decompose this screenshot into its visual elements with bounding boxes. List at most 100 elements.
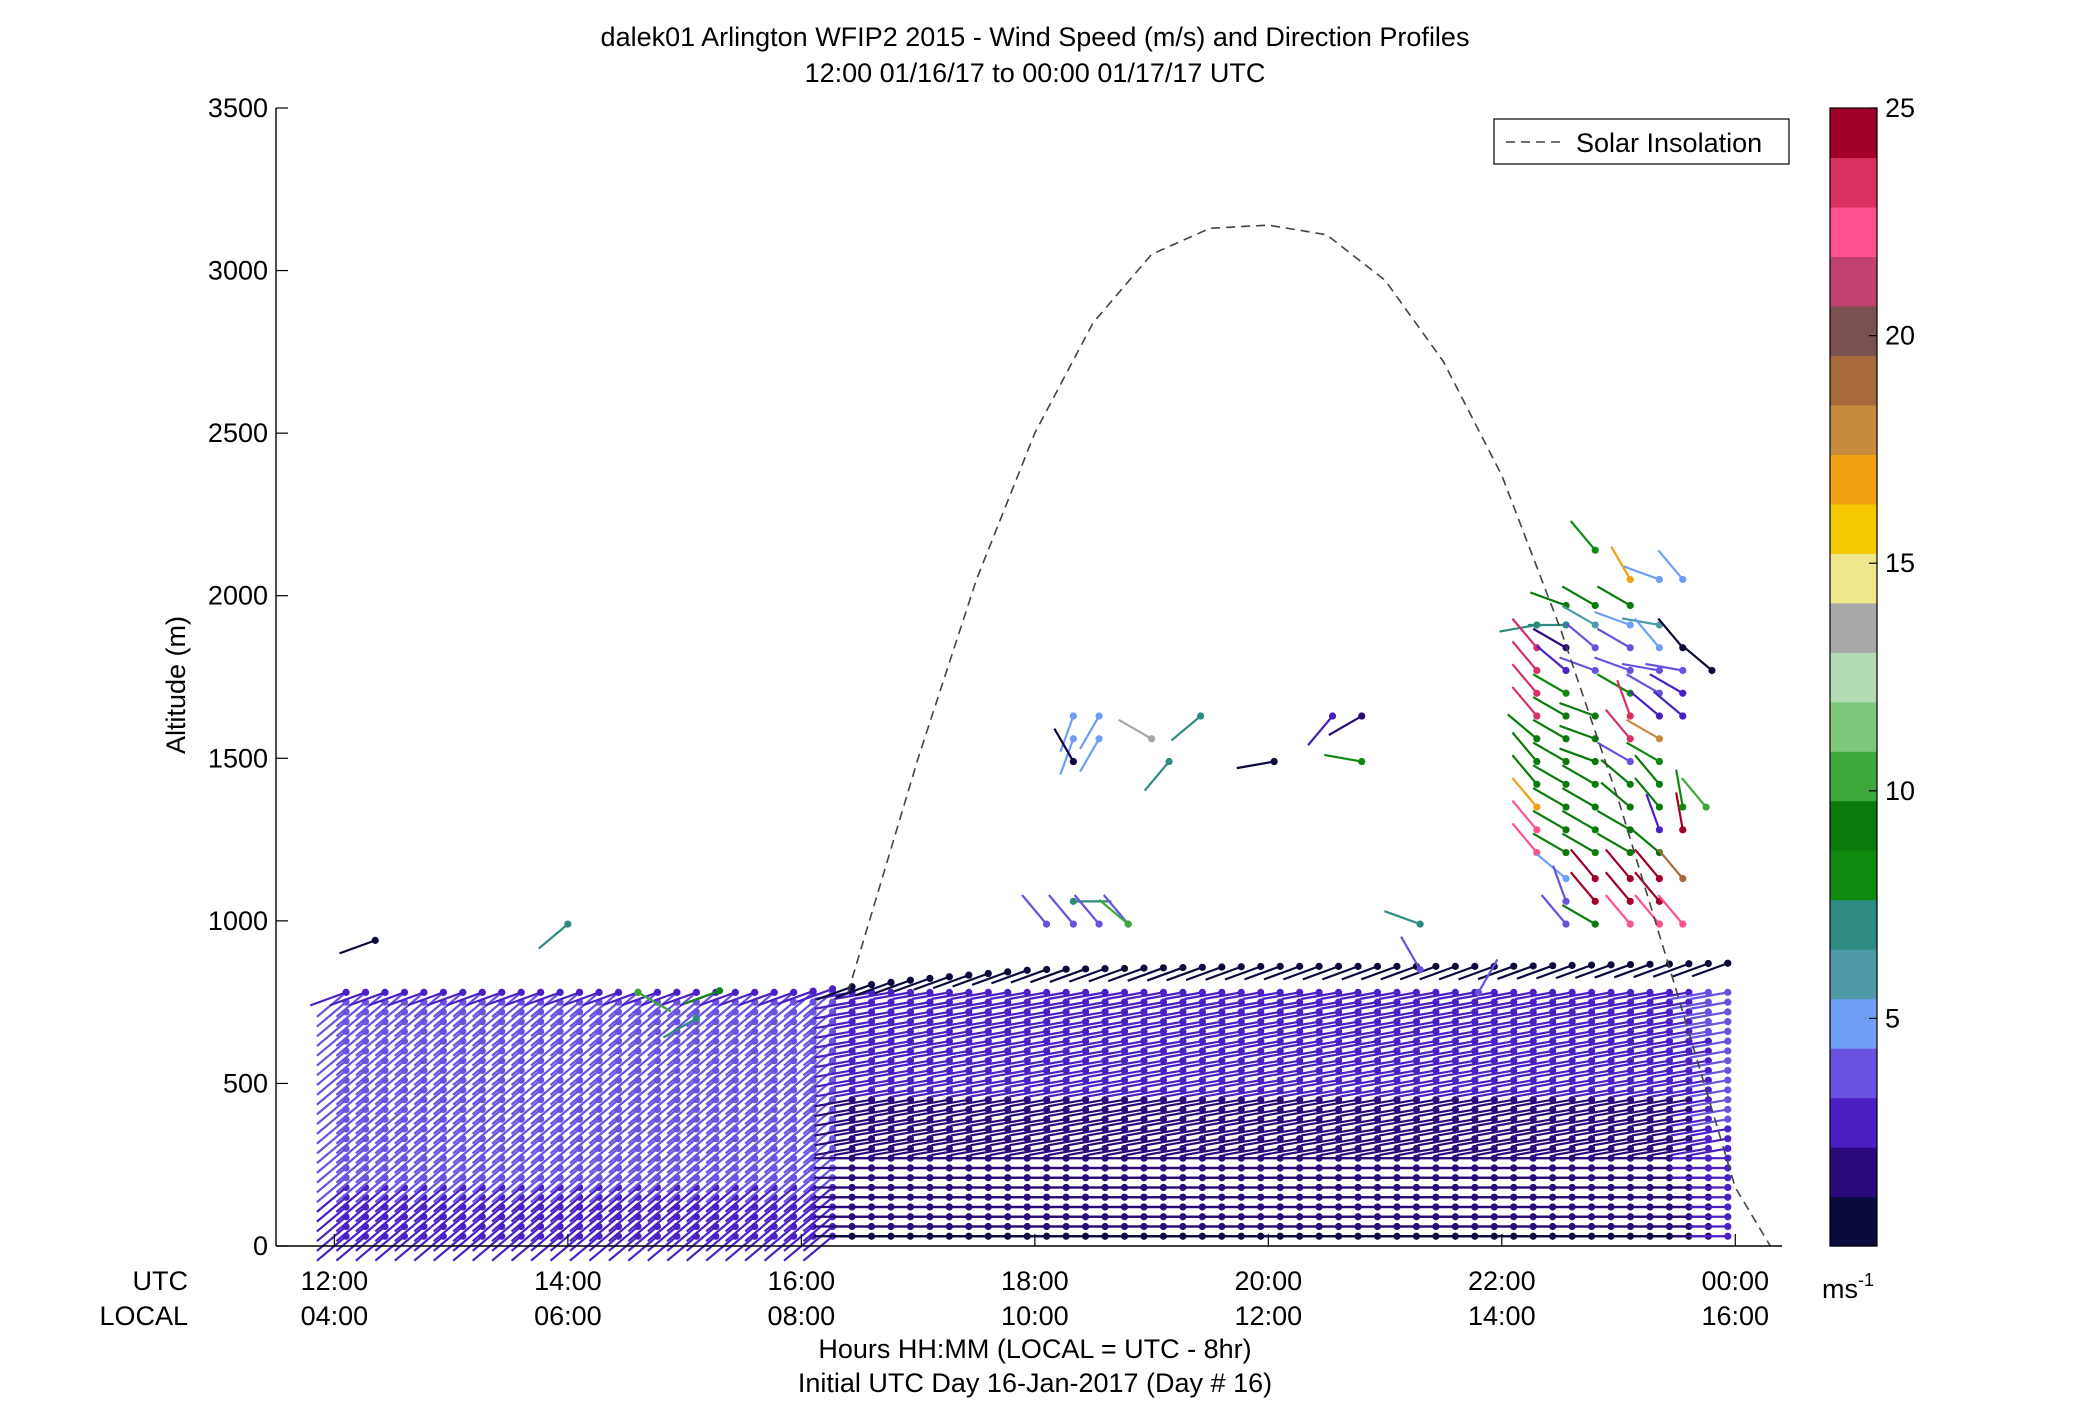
barb-shaft	[471, 1157, 503, 1184]
barb-shaft	[413, 1098, 445, 1125]
barb-shaft	[491, 1040, 522, 1067]
barb-shaft	[335, 1050, 367, 1077]
barb-shaft	[335, 1167, 367, 1194]
barb-shaft	[394, 1176, 425, 1203]
barb-dot	[517, 988, 525, 996]
barb-shaft	[491, 1108, 522, 1135]
barb-shaft	[569, 1040, 600, 1067]
barb-shaft	[452, 1128, 483, 1155]
barb-shaft	[413, 1108, 445, 1135]
barb-shaft	[394, 1059, 425, 1086]
barb-shaft	[627, 1011, 659, 1038]
barb-shaft	[588, 1059, 620, 1086]
barb-shaft	[374, 1059, 406, 1086]
barb-shaft	[530, 1098, 561, 1125]
barb-shaft	[407, 991, 444, 1007]
barb-shaft	[524, 991, 561, 1007]
barb-shaft	[530, 1079, 561, 1106]
band-top-barb	[368, 988, 409, 1007]
barb-shaft	[394, 1050, 425, 1077]
barb-shaft	[608, 1186, 639, 1213]
barb-shaft	[413, 1157, 445, 1184]
barb-shaft	[491, 1089, 522, 1116]
barb-shaft	[413, 1167, 445, 1194]
barb-dot	[342, 988, 350, 996]
barb-shaft	[588, 1167, 620, 1194]
barb-shaft	[647, 1176, 678, 1203]
barb-shaft	[452, 1040, 483, 1067]
barb-shaft	[394, 1011, 425, 1038]
barb-shaft	[413, 1215, 445, 1243]
barb-shaft	[588, 1050, 620, 1077]
barb-shaft	[355, 1108, 386, 1135]
barb-shaft	[374, 1176, 406, 1203]
barb-dot	[575, 988, 584, 996]
barb-shaft	[491, 1030, 522, 1057]
barb-shaft	[627, 1040, 659, 1067]
barb-shaft	[530, 1186, 561, 1213]
barb-shaft	[413, 1176, 445, 1203]
barb-shaft	[530, 1196, 561, 1223]
barb-shaft	[530, 1001, 561, 1028]
barb-shaft	[510, 1040, 542, 1067]
barb-shaft	[510, 1196, 542, 1223]
barb-shaft	[355, 1011, 386, 1038]
barb-shaft	[471, 1098, 503, 1125]
barb-shaft	[588, 1128, 620, 1155]
barb-shaft	[549, 1128, 581, 1155]
barb-shaft	[413, 1089, 445, 1116]
barb-shaft	[335, 1147, 367, 1174]
barb-dot	[1081, 965, 1090, 973]
barb-shaft	[491, 1215, 522, 1243]
barb-shaft	[510, 1089, 542, 1116]
barb-shaft	[530, 1069, 561, 1096]
barb-shaft	[452, 1050, 483, 1077]
barb-shaft	[608, 1069, 639, 1096]
barb-shaft	[452, 1157, 483, 1184]
barb-shaft	[335, 1137, 367, 1164]
barb-shaft	[394, 1167, 425, 1194]
barb-dot	[828, 985, 837, 993]
barb-shaft	[355, 1050, 386, 1077]
barb-shaft	[608, 1128, 639, 1155]
barb-shaft	[510, 1128, 542, 1155]
barb-shaft	[374, 1079, 406, 1106]
barb-shaft	[316, 1089, 347, 1116]
barb-dot	[1198, 963, 1206, 971]
barb-shaft	[549, 1176, 581, 1203]
band-top-barb	[543, 988, 584, 1007]
barb-shaft	[510, 1079, 542, 1106]
barb-shaft	[471, 1206, 503, 1233]
barb-dot	[381, 988, 389, 996]
barb-shaft	[608, 1040, 639, 1067]
barb-shaft	[452, 1030, 483, 1057]
barb-shaft	[316, 1137, 347, 1164]
barb-shaft	[432, 1098, 464, 1125]
band-top-barb	[562, 988, 603, 1007]
band-top-barb	[309, 988, 350, 1007]
barb-shaft	[335, 1079, 367, 1106]
barb-shaft	[374, 1206, 406, 1233]
barb-shaft	[569, 1225, 600, 1252]
barb-shaft	[335, 1196, 367, 1223]
barb-shaft	[432, 1167, 464, 1194]
barb-shaft	[432, 1089, 464, 1116]
barb-shaft	[452, 1176, 483, 1203]
band-top-barb	[387, 988, 428, 1007]
barb-shaft	[355, 1147, 386, 1174]
barb-dot	[459, 988, 467, 996]
barb-shaft	[335, 1089, 367, 1116]
barb-shaft	[316, 1147, 347, 1174]
band-top-barb	[485, 988, 525, 1007]
barb-shaft	[530, 1147, 561, 1174]
chart-subtitle: 12:00 01/16/17 to 00:00 01/17/17 UTC	[805, 58, 1266, 88]
barb-shaft	[316, 1108, 347, 1135]
barb-shaft	[491, 1206, 522, 1233]
barb-shaft	[491, 1196, 522, 1223]
barb-shaft	[549, 1215, 581, 1243]
barb-shaft	[549, 1011, 581, 1038]
barb-shaft	[432, 1235, 464, 1262]
barb-dot	[751, 988, 759, 996]
barb-shaft	[452, 1011, 483, 1038]
